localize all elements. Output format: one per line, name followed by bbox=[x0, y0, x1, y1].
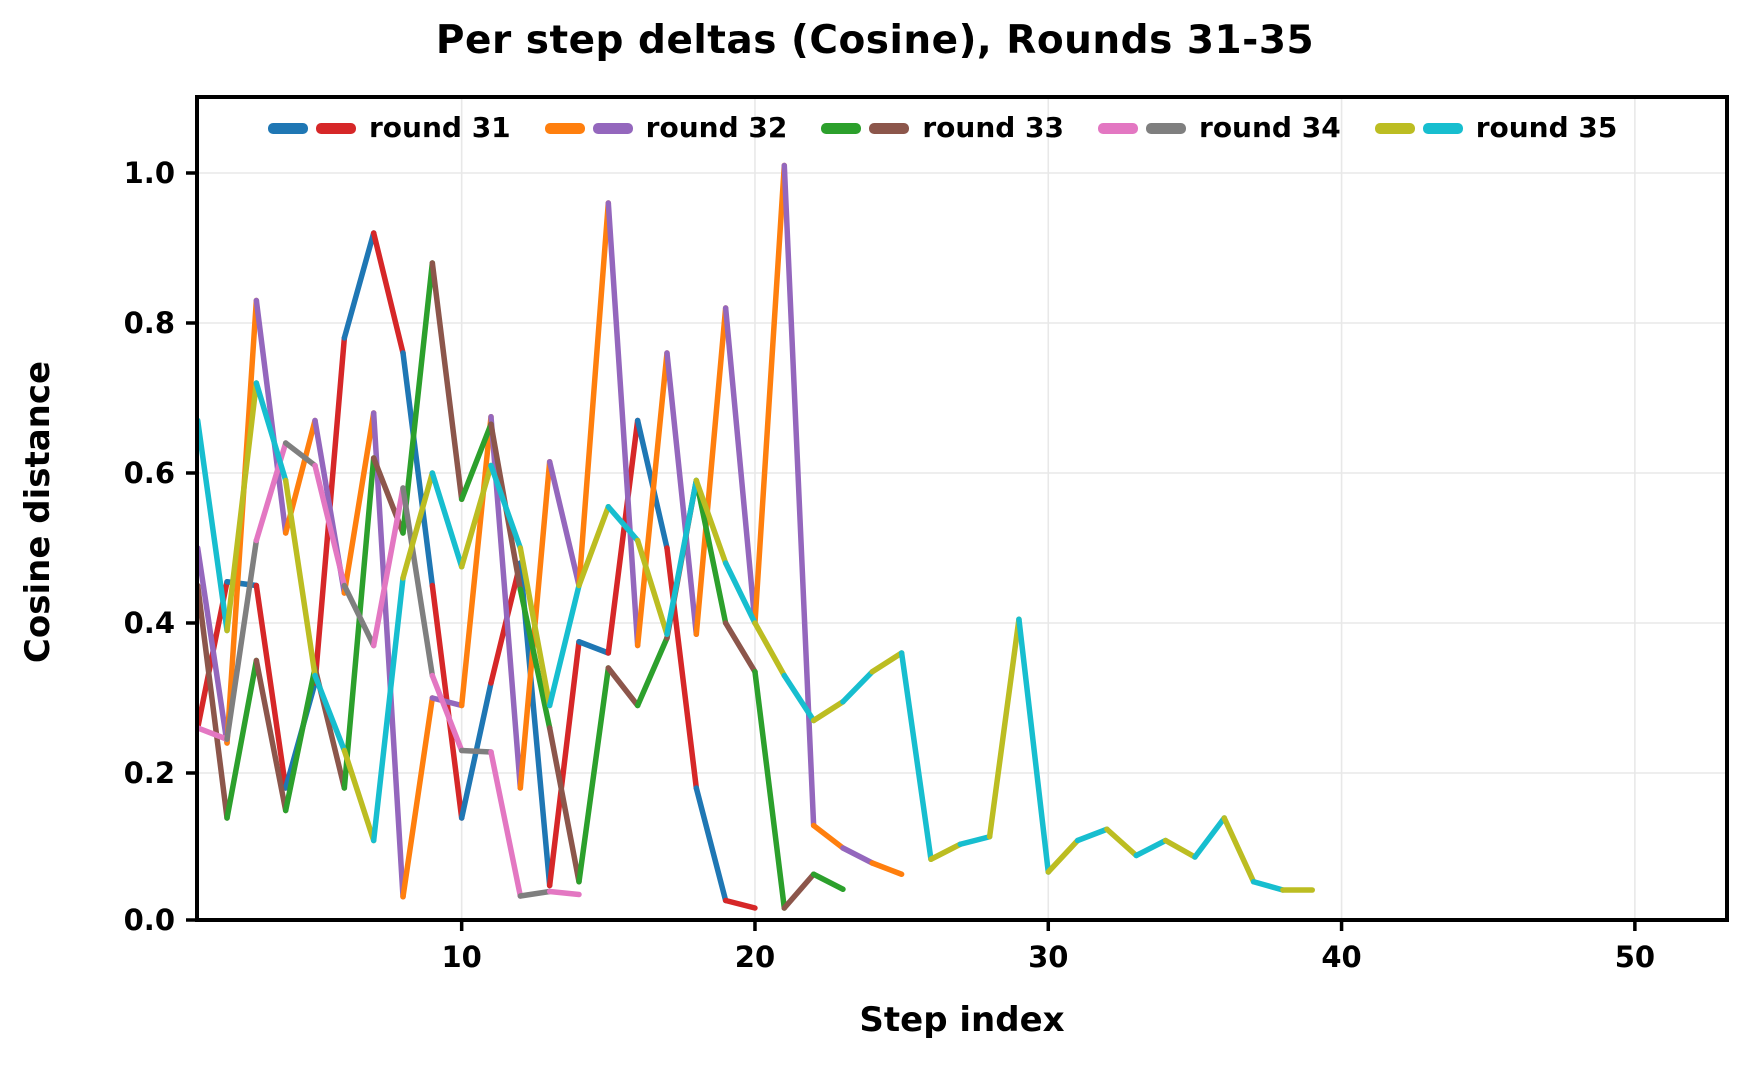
series-round-33 bbox=[197, 260, 846, 911]
legend-entry-round-35: round 35 bbox=[1374, 111, 1618, 144]
x-tick-label: 40 bbox=[1321, 940, 1361, 974]
x-tick-label: 50 bbox=[1615, 940, 1655, 974]
y-tick-label: 0.4 bbox=[124, 606, 175, 640]
legend-label: round 31 bbox=[369, 111, 511, 144]
legend-dash-green bbox=[821, 122, 862, 134]
series-round-32 bbox=[197, 162, 905, 900]
y-tick-label: 0.8 bbox=[124, 306, 175, 340]
axis-ticks bbox=[186, 171, 1637, 931]
legend-dash-blue bbox=[268, 122, 308, 134]
y-axis-label: Cosine distance bbox=[18, 360, 58, 664]
legend: round 31 round 32 round 33 round 34 round 35 bbox=[268, 114, 1617, 142]
y-tick-label: 0.0 bbox=[124, 903, 175, 937]
chart-title: Per step deltas (Cosine), Rounds 31-35 bbox=[435, 18, 1315, 63]
series-round-34 bbox=[197, 440, 582, 899]
legend-dash-cyan bbox=[1422, 122, 1463, 134]
axes-frame bbox=[195, 95, 1729, 922]
x-tick-label: 30 bbox=[1028, 940, 1068, 974]
x-tick-label: 10 bbox=[441, 940, 481, 974]
legend-entry-round-34: round 34 bbox=[1098, 114, 1341, 142]
legend-dash-gray bbox=[1146, 122, 1187, 134]
legend-dash-red bbox=[316, 122, 356, 134]
legend-dash-purple bbox=[592, 122, 633, 134]
legend-label: round 33 bbox=[922, 111, 1065, 144]
legend-label: round 34 bbox=[1199, 111, 1341, 144]
series-round-31 bbox=[197, 230, 758, 911]
legend-dash-orange bbox=[544, 122, 585, 134]
legend-entry-round-33: round 33 bbox=[821, 114, 1064, 142]
y-tick-label: 1.0 bbox=[124, 156, 175, 190]
legend-dash-brown bbox=[869, 122, 910, 134]
tick-labels: 10 20 30 40 50 0.0 0.2 0.4 0.6 0.8 1.0 bbox=[124, 156, 1655, 974]
data-series bbox=[197, 162, 1315, 911]
x-tick-label: 20 bbox=[735, 940, 775, 974]
gridlines bbox=[197, 97, 1727, 921]
legend-label: round 32 bbox=[645, 111, 788, 144]
legend-entry-round-31: round 31 bbox=[268, 114, 511, 142]
legend-dash-olive bbox=[1374, 122, 1415, 134]
legend-entry-round-32: round 32 bbox=[544, 111, 788, 144]
x-axis-label: Step index bbox=[859, 1000, 1065, 1040]
legend-label: round 35 bbox=[1475, 111, 1618, 144]
y-tick-label: 0.2 bbox=[124, 756, 175, 790]
legend-dash-pink bbox=[1098, 122, 1139, 134]
y-tick-label: 0.6 bbox=[124, 456, 175, 490]
series-round-35 bbox=[197, 380, 1315, 893]
